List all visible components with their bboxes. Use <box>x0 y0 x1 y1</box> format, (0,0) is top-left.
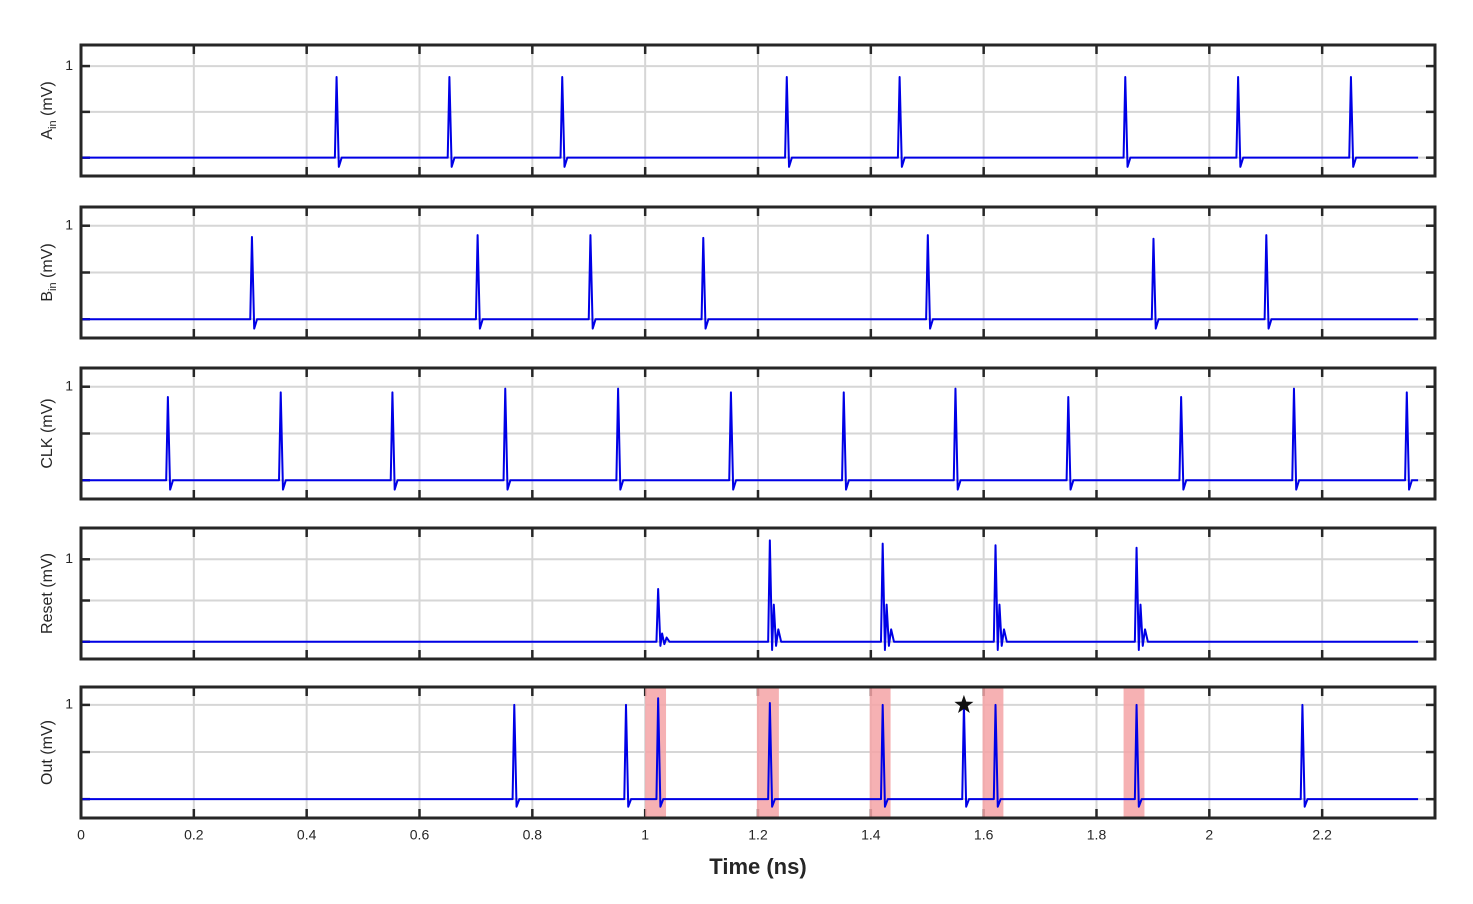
y-label-base: A <box>39 129 56 140</box>
axes-frame <box>79 685 1437 820</box>
y-tick-label: 1 <box>65 696 73 712</box>
y-label-sub: in <box>47 282 59 291</box>
x-tick-label: 1.6 <box>974 827 994 843</box>
y-label-base: B <box>39 291 56 302</box>
y-axis-label: Bin (mV) <box>39 243 59 301</box>
x-tick-label: 1.2 <box>748 827 768 843</box>
axes-frame <box>79 205 1437 340</box>
y-label-sub: in <box>47 120 59 129</box>
x-tick-label: 1 <box>641 827 649 843</box>
x-tick-label: 0.4 <box>297 827 317 843</box>
y-axis-label: Ain (mV) <box>39 81 59 139</box>
signal-line <box>81 76 1419 168</box>
highlight-band <box>756 687 779 818</box>
y-label-rest: (mV) <box>39 81 56 120</box>
y-tick-label: 1 <box>65 57 73 73</box>
subplot: 1 Ain (mV) <box>39 43 1437 178</box>
y-tick-label: 1 <box>65 550 73 566</box>
x-axis-label: Time (ns) <box>709 854 806 879</box>
x-tick-label: 2.2 <box>1312 827 1332 843</box>
y-tick-label: 1 <box>65 216 73 232</box>
axes-frame <box>79 366 1437 501</box>
signal-line <box>81 539 1419 651</box>
signal-line <box>81 234 1419 330</box>
y-axis-label: CLK (mV) <box>39 398 56 468</box>
y-tick-label: 1 <box>65 377 73 393</box>
subplot: 0 0.2 0.4 0.6 0.8 1 1.2 1.4 1.6 1.8 2 2.2 1 Out (mV) T… <box>39 685 1437 879</box>
x-tick-label: 0.2 <box>184 827 204 843</box>
signal-line <box>81 697 1419 808</box>
axes-frame <box>79 526 1437 661</box>
subplot: 1 CLK (mV) <box>39 366 1437 501</box>
axes-frame <box>79 43 1437 178</box>
x-tick-label: 0.8 <box>523 827 543 843</box>
x-tick-label: 1.4 <box>861 827 881 843</box>
subplot: 1 Reset (mV) <box>39 526 1437 661</box>
y-axis-label: Out (mV) <box>39 720 56 785</box>
subplot: 1 Bin (mV) <box>39 205 1437 340</box>
x-tick-label: 2 <box>1205 827 1213 843</box>
y-label-rest: (mV) <box>39 243 56 282</box>
x-tick-label: 0.6 <box>410 827 430 843</box>
signal-line <box>81 387 1419 491</box>
x-tick-label: 1.8 <box>1087 827 1107 843</box>
star-marker <box>954 694 974 713</box>
y-axis-label: Reset (mV) <box>39 553 56 634</box>
x-tick-label: 0 <box>77 827 85 843</box>
